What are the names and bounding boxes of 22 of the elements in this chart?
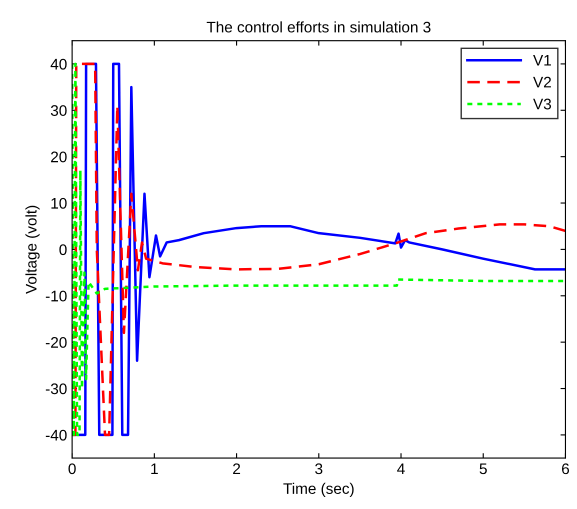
legend-label: V2 [533, 76, 551, 88]
y-axis-title: Voltage (volt) [25, 206, 40, 294]
x-tick-label: 6 [562, 463, 570, 474]
legend-label: V3 [533, 98, 552, 110]
y-tick-label: -20 [46, 337, 67, 348]
y-tick-label: 10 [51, 198, 67, 209]
x-tick-label: 4 [397, 464, 405, 474]
y-tick-label: -10 [46, 290, 67, 302]
y-tick-label: 40 [50, 58, 67, 70]
y-tick-label: -40 [46, 430, 67, 441]
x-axis-title: Time (sec) [283, 482, 354, 497]
y-tick-label: 20 [51, 152, 67, 162]
x-tick-label: 1 [151, 464, 158, 474]
x-tick-label: 0 [68, 463, 76, 474]
legend-label: V1 [533, 55, 551, 66]
x-tick-label: 5 [480, 464, 487, 474]
y-tick-label: 0 [59, 244, 67, 256]
y-tick-label: 30 [50, 105, 67, 116]
chart-title: The control efforts in simulation 3 [206, 21, 431, 33]
x-tick-label: 3 [315, 463, 322, 474]
y-tick-label: -30 [46, 383, 67, 394]
x-tick-label: 2 [233, 463, 240, 474]
